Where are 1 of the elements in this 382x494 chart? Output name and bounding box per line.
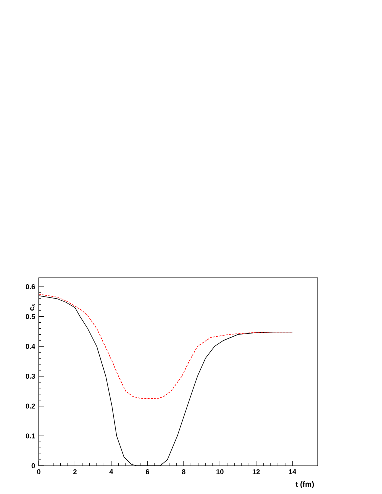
- line-series: [39, 294, 293, 400]
